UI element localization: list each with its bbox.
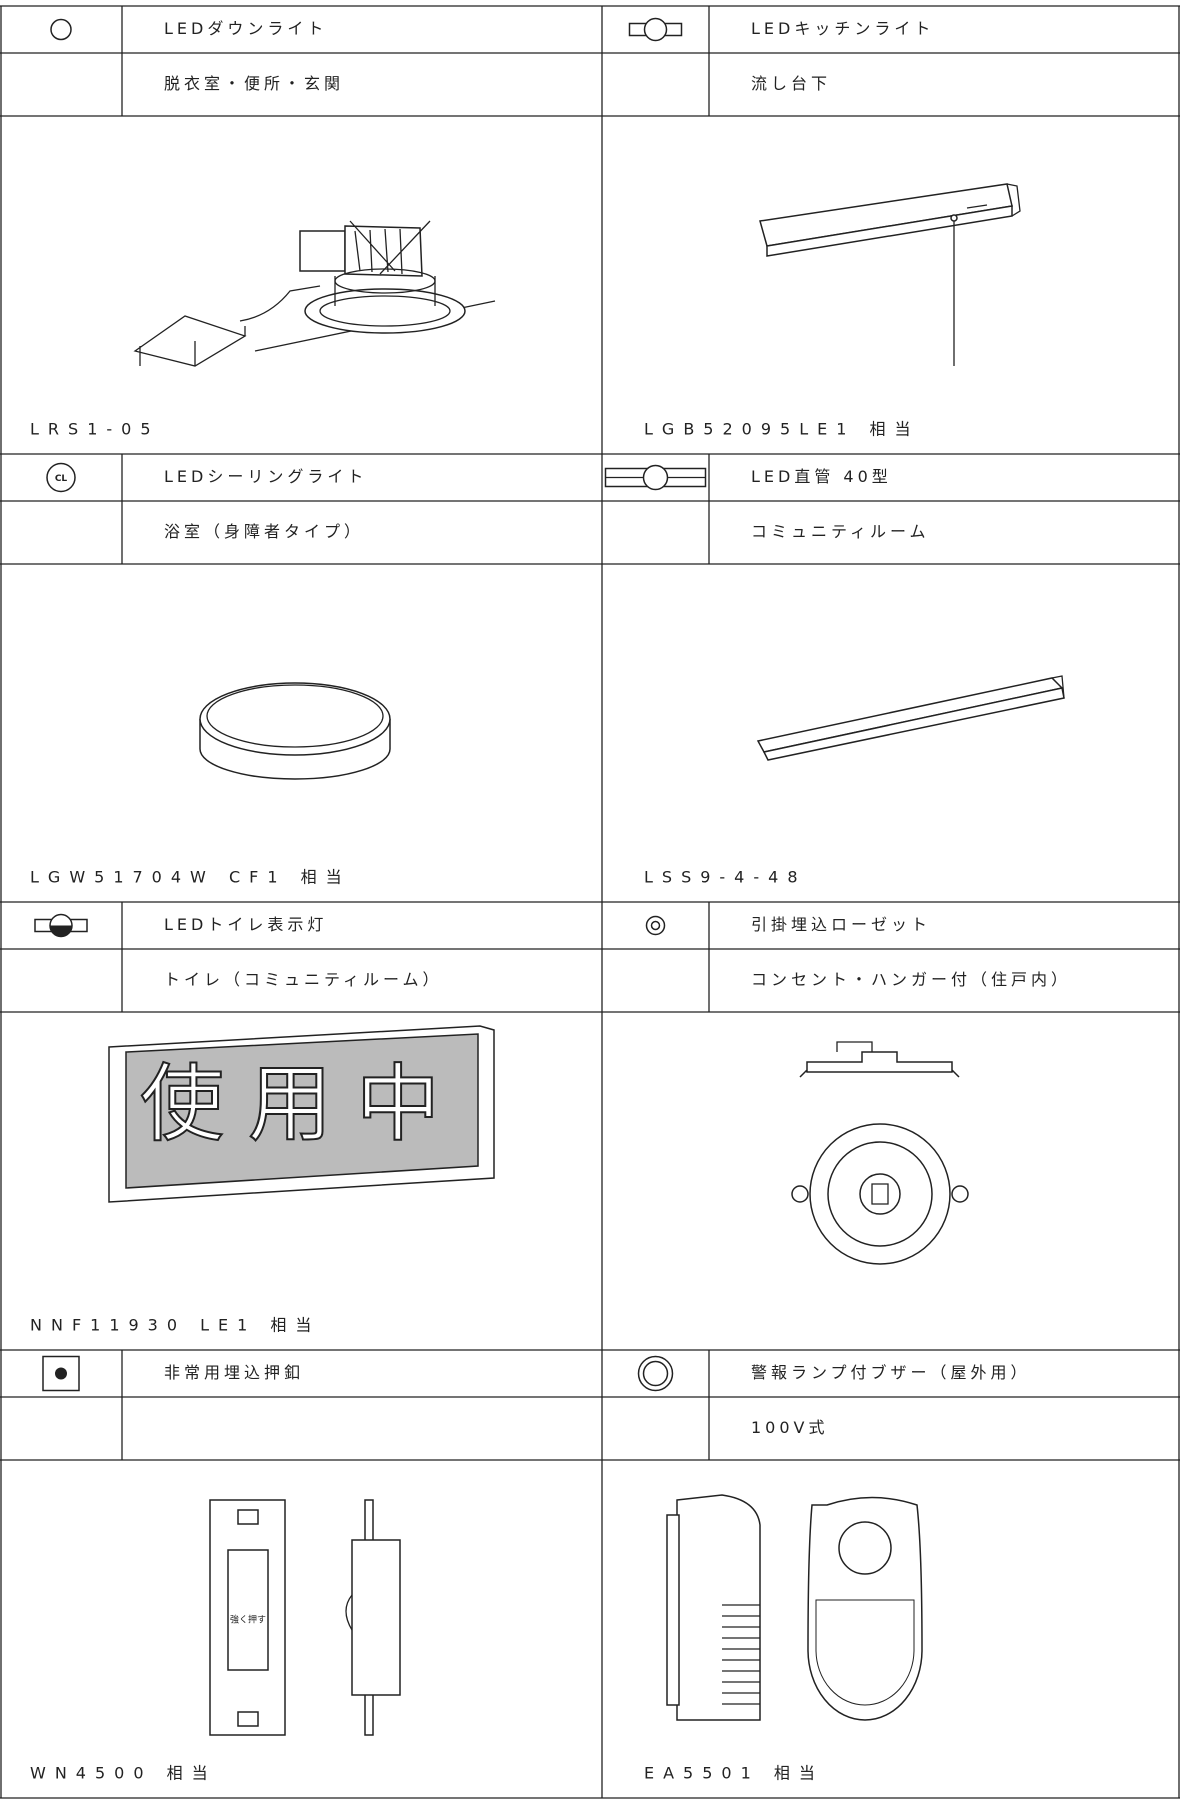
illustration xyxy=(227,1549,269,1671)
location: コンセント・ハンガー付（住戸内） xyxy=(751,970,1071,989)
model-number: EA5501 相当 xyxy=(644,1764,824,1783)
illustration xyxy=(762,687,1065,761)
illustration xyxy=(199,682,391,780)
illustration xyxy=(344,225,423,277)
symbol-icon xyxy=(645,915,666,936)
symbol-icon xyxy=(637,1355,674,1392)
symbol-text: CL xyxy=(55,474,68,484)
symbol xyxy=(50,925,72,937)
fixture-name: 警報ランプ付ブザー（屋外用） xyxy=(751,1363,1031,1382)
illustration xyxy=(666,1514,680,1706)
illustration xyxy=(304,288,466,334)
illustration: 強く押す xyxy=(209,1499,401,1736)
illustration xyxy=(334,268,436,294)
symbol-icon xyxy=(42,1355,80,1392)
fixture-name: LEDキッチンライト xyxy=(751,19,934,38)
illustration xyxy=(1051,675,1065,699)
location: トイレ（コミュニティルーム） xyxy=(164,970,443,989)
illustration xyxy=(871,1183,889,1205)
symbol-icon xyxy=(34,913,88,938)
symbol xyxy=(642,464,669,491)
symbol-icon xyxy=(628,17,683,42)
illustration xyxy=(133,220,496,367)
illustration xyxy=(319,295,451,327)
illustration xyxy=(759,183,1021,366)
illustration xyxy=(815,1599,915,1706)
illustration xyxy=(666,1494,923,1721)
model-number: NNF11930 LE1 相当 xyxy=(30,1316,320,1335)
fixture-name: LED直管 40型 xyxy=(751,467,892,486)
illustration xyxy=(676,1494,761,1721)
illustration xyxy=(836,1041,873,1052)
model-number: LGB52095LE1 相当 xyxy=(644,420,919,439)
illustration xyxy=(299,230,346,272)
illustration xyxy=(756,677,1064,753)
model-number: LGW51704W CF1 相当 xyxy=(30,868,351,887)
symbol-icon xyxy=(604,464,707,491)
model-number: WN4500 相当 xyxy=(30,1764,217,1783)
illustration xyxy=(838,1521,892,1575)
symbol xyxy=(642,1360,669,1387)
illustration xyxy=(345,1594,353,1631)
illustration xyxy=(237,1711,259,1727)
illustration xyxy=(950,214,958,222)
illustration xyxy=(953,183,1021,366)
fixture-name: 引掛埋込ローゼット xyxy=(751,915,931,934)
fixture-name: LEDシーリングライト xyxy=(164,467,367,486)
illustration xyxy=(254,220,496,352)
illustration xyxy=(206,684,384,748)
fixture-name: LEDダウンライト xyxy=(164,19,327,38)
fixture-name: LEDトイレ表示灯 xyxy=(164,915,327,934)
symbol xyxy=(650,920,661,931)
illustration xyxy=(351,1539,401,1696)
button-label: 強く押す xyxy=(230,1614,266,1626)
model-number: LSS9-4-48 xyxy=(644,868,807,887)
illustration xyxy=(791,1041,969,1265)
illustration: 使用中 xyxy=(108,1025,495,1203)
illustration xyxy=(133,285,321,367)
illustration xyxy=(807,1496,923,1721)
sign-text: 使用中 xyxy=(140,1055,464,1153)
symbol-icon: CL xyxy=(46,462,76,493)
fixture-name: 非常用埋込押釦 xyxy=(164,1363,304,1382)
symbol xyxy=(643,17,668,42)
location: 流し台下 xyxy=(751,74,831,93)
location: 浴室（身障者タイプ） xyxy=(164,522,364,541)
illustration xyxy=(799,1051,960,1078)
location: 100V式 xyxy=(751,1418,829,1437)
illustration xyxy=(199,682,391,756)
illustration xyxy=(951,1185,969,1203)
symbol xyxy=(46,462,76,493)
illustration xyxy=(791,1185,809,1203)
symbol-icon xyxy=(50,18,72,41)
illustration xyxy=(125,1033,479,1189)
location: コミュニティルーム xyxy=(751,522,930,541)
symbol xyxy=(50,18,72,41)
illustration xyxy=(756,675,1065,761)
illustration xyxy=(859,1173,901,1215)
illustration xyxy=(237,1509,259,1525)
model-number: LRS1-05 xyxy=(30,420,160,439)
location: 脱衣室・便所・玄関 xyxy=(164,74,344,93)
symbol xyxy=(55,1367,67,1380)
